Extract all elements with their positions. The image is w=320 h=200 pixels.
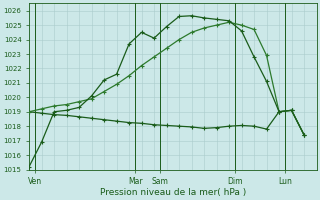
X-axis label: Pression niveau de la mer( hPa ): Pression niveau de la mer( hPa ) <box>100 188 246 197</box>
